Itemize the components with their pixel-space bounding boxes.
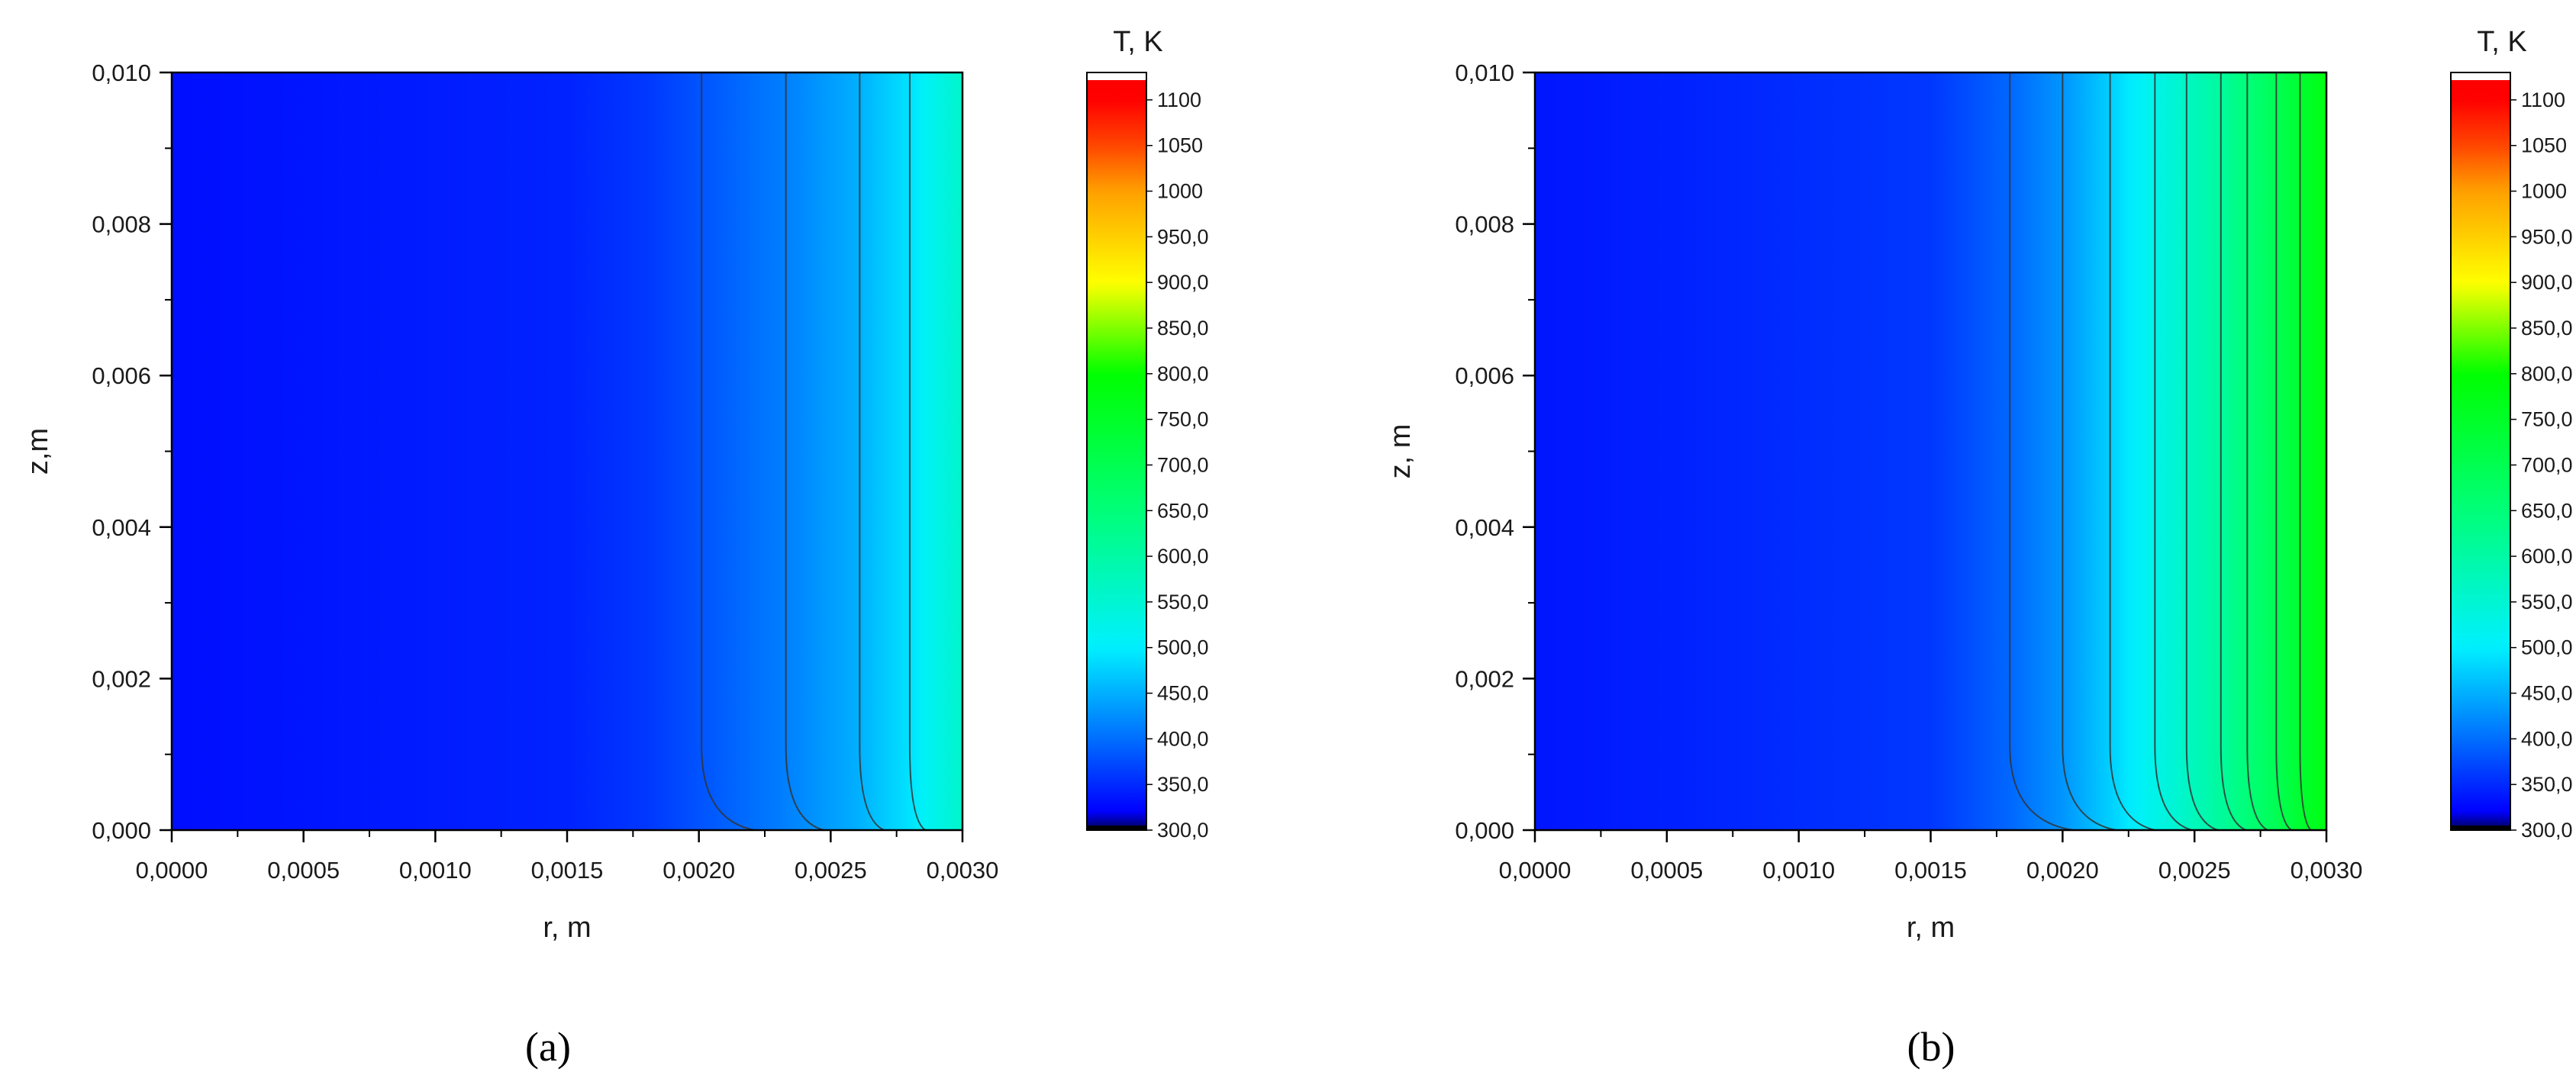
colorbar-tick-label: 300,0 — [1157, 819, 1209, 842]
colorbar-tick-label: 800,0 — [2521, 362, 2573, 385]
x-tick-label: 0,0000 — [1499, 857, 1572, 884]
x-tick-label: 0,0020 — [2026, 857, 2099, 884]
y-tick-label: 0,004 — [92, 514, 151, 541]
colorbar-frame — [2450, 72, 2511, 831]
colorbar-tick-label: 700,0 — [1157, 453, 1209, 476]
colorbar-tick-label: 850,0 — [1157, 317, 1209, 340]
y-tick-label: 0,000 — [92, 817, 151, 844]
colorbar-tick-label: 900,0 — [1157, 271, 1209, 294]
colorbar-tick-label: 350,0 — [1157, 773, 1209, 796]
y-tick-label: 0,010 — [92, 60, 151, 86]
colorbar-tick-label: 550,0 — [1157, 591, 1209, 613]
y-tick-label: 0,008 — [92, 211, 151, 238]
x-axis-label: r, m — [543, 912, 591, 944]
contour-line — [2220, 72, 2247, 831]
colorbar-tick-label: 850,0 — [2521, 317, 2573, 340]
x-tick-label: 0,0030 — [2291, 857, 2363, 884]
contour-line — [2185, 72, 2219, 831]
colorbar-tick-label: 450,0 — [1157, 682, 1209, 705]
y-tick-label: 0,006 — [1455, 362, 1514, 389]
colorbar-tick-label: 750,0 — [2521, 408, 2573, 431]
x-tick-label: 0,0025 — [795, 857, 867, 884]
contour-line — [785, 72, 824, 831]
x-tick-label: 0,0000 — [136, 857, 208, 884]
contour-line — [859, 72, 885, 831]
y-tick-label: 0,006 — [92, 362, 151, 389]
contour-line — [2154, 72, 2193, 831]
y-tick-label: 0,002 — [1455, 665, 1514, 692]
x-tick-label: 0,0010 — [399, 857, 472, 884]
y-tick-label: 0,002 — [92, 665, 151, 692]
x-tick-label: 0,0015 — [1894, 857, 1967, 884]
contour-line — [2275, 72, 2292, 831]
colorbar: 300,0 350,0 400,0 450,0 500,0 550,0 600,0 650,0… — [1086, 26, 1209, 842]
colorbar-tick-label: 750,0 — [1157, 408, 1209, 431]
colorbar-tick-label: 1050 — [1157, 134, 1203, 157]
colorbar-bottom-cap — [2451, 826, 2510, 830]
heatmap-field — [172, 72, 962, 830]
colorbar-top-cap — [2451, 72, 2510, 80]
y-tick-label: 0,010 — [1455, 60, 1514, 86]
x-tick-label: 0,0015 — [531, 857, 604, 884]
colorbar: 300,0 350,0 400,0 450,0 500,0 550,0 600,0 650,0… — [2450, 26, 2573, 842]
y-tick-label: 0,008 — [1455, 211, 1514, 238]
colorbar-tick-label: 1000 — [2521, 180, 2567, 203]
colorbar-tick-label: 650,0 — [2521, 499, 2573, 522]
y-axis-label: z,m — [22, 428, 54, 475]
colorbar-frame — [1086, 72, 1147, 831]
x-tick-label: 0,0010 — [1762, 857, 1835, 884]
colorbar-tick-label: 300,0 — [2521, 819, 2573, 842]
colorbar-top-cap — [1087, 72, 1146, 80]
colorbar-tick-label: 1050 — [2521, 134, 2567, 157]
colorbar-tick-label: 1000 — [1157, 180, 1203, 203]
y-tick-label: 0,000 — [1455, 817, 1514, 844]
x-tick-label: 0,0020 — [663, 857, 735, 884]
colorbar-tick-label: 600,0 — [1157, 545, 1209, 568]
panel-b: 0,0000 0,0005 0,0010 0,0015 0,0020 0,0025 0,00… — [1385, 26, 2573, 1070]
colorbar-gradient — [1087, 72, 1146, 830]
colorbar-tick-label: 700,0 — [2521, 453, 2573, 476]
y-axis-label: z, m — [1385, 424, 1417, 479]
panel-caption: (a) — [525, 1024, 571, 1070]
contour-line — [2109, 72, 2155, 831]
colorbar-tick-label: 550,0 — [2521, 591, 2573, 613]
colorbar-tick-label: 600,0 — [2521, 545, 2573, 568]
colorbar-title: T, K — [2477, 26, 2526, 58]
colorbar-gradient — [2451, 72, 2510, 830]
colorbar-tick-label: 950,0 — [2521, 225, 2573, 248]
panel-a: 0,0000 0,0005 0,0010 0,0015 0,0020 0,0025 0,00… — [22, 26, 1209, 1070]
x-tick-label: 0,0005 — [267, 857, 340, 884]
x-axis-label: r, m — [1907, 912, 1955, 944]
panel-caption: (b) — [1907, 1024, 1955, 1070]
contour-line — [908, 72, 926, 831]
colorbar-tick-label: 400,0 — [1157, 727, 1209, 750]
contour-line — [2246, 72, 2268, 831]
colorbar-tick-label: 950,0 — [1157, 225, 1209, 248]
contour-line — [701, 72, 755, 831]
x-tick-label: 0,0025 — [2158, 857, 2231, 884]
colorbar-tick-label: 450,0 — [2521, 682, 2573, 705]
colorbar-tick-label: 500,0 — [1157, 636, 1209, 659]
colorbar-bottom-cap — [1087, 826, 1146, 830]
contour-line — [2299, 72, 2312, 831]
colorbar-tick-label: 1100 — [2521, 89, 2565, 111]
colorbar-tick-label: 650,0 — [1157, 499, 1209, 522]
x-tick-label: 0,0030 — [927, 857, 999, 884]
colorbar-tick-label: 1100 — [1157, 89, 1201, 111]
colorbar-tick-label: 350,0 — [2521, 773, 2573, 796]
colorbar-tick-label: 400,0 — [2521, 727, 2573, 750]
colorbar-title: T, K — [1113, 26, 1162, 58]
colorbar-tick-label: 900,0 — [2521, 271, 2573, 294]
contour-line — [2009, 72, 2074, 831]
contour-line — [2062, 72, 2117, 831]
colorbar-tick-label: 800,0 — [1157, 362, 1209, 385]
heatmap-field — [1535, 72, 2326, 830]
y-tick-label: 0,004 — [1455, 514, 1514, 541]
x-tick-label: 0,0005 — [1630, 857, 1703, 884]
colorbar-tick-label: 500,0 — [2521, 636, 2573, 659]
